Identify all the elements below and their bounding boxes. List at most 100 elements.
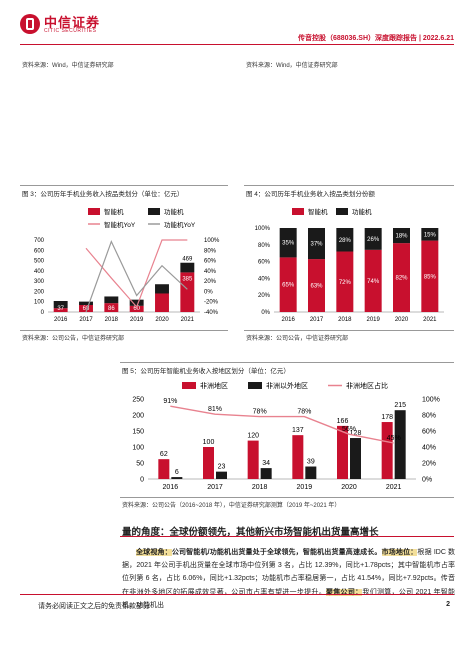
y2-tick-label: -20% [204, 300, 219, 306]
share-label: 81% [208, 406, 222, 413]
y-tick-label: 100 [34, 300, 45, 306]
legend-share: 非洲地区占比 [346, 381, 388, 390]
fig4-caption: 图 4：公司历年手机业务收入按品类划分份额 [246, 191, 375, 198]
y-tick-label: 600 [34, 248, 45, 254]
y-tick-label: 300 [34, 279, 45, 285]
bar-smart-share [364, 249, 382, 312]
bar-smart-share [308, 259, 325, 312]
fig5-bottom-rule [120, 497, 454, 498]
x-tick-label: 2019 [130, 317, 144, 323]
bar-smart-share [421, 240, 439, 312]
y-tick-label: 250 [132, 397, 144, 404]
y2-tick-label: 40% [204, 269, 217, 275]
bar-africa [337, 425, 348, 479]
bar-label-feature: 15% [424, 232, 437, 238]
logo-text: 中信证券 [44, 15, 101, 30]
logo-subtext: CITIC SECURITIES [44, 28, 97, 34]
y-tick-label: 60% [258, 260, 271, 266]
fig5-caption: 图 5：公司历年智能机业务收入按地区划分（单位：亿元） [122, 368, 290, 375]
x-tick-label: 2018 [338, 317, 352, 323]
footer-divider [20, 594, 454, 595]
x-tick-label: 2020 [341, 484, 357, 491]
x-tick-label: 2019 [366, 317, 380, 323]
bar-label-africa: 178 [381, 414, 393, 421]
legend-swatch-feature [148, 208, 160, 215]
y2-tick-label: 20% [422, 461, 436, 468]
bar-label-non-africa: 39 [307, 459, 315, 466]
x-tick-label: 2019 [297, 484, 313, 491]
share-label: 45% [387, 435, 401, 442]
bar-label-africa: 166 [337, 418, 349, 425]
logo-icon [20, 14, 40, 34]
bar-feature-share [336, 228, 354, 252]
x-tick-label: 2016 [281, 317, 295, 323]
y2-tick-label: 60% [422, 429, 436, 436]
y2-tick-label: 60% [204, 259, 217, 265]
legend-swatch-smart [292, 208, 304, 215]
legend-feature-yoy: 功能机YoY [164, 220, 196, 229]
bar-label-smart: 82% [395, 276, 408, 282]
bar-feature-share [393, 228, 410, 244]
bar-label-non-africa: 23 [218, 464, 226, 471]
page-number: 2 [446, 601, 450, 608]
x-tick-label: 2017 [310, 317, 324, 323]
bar-label-feature: 26% [367, 237, 380, 243]
legend-non-africa: 非洲以外地区 [266, 381, 308, 390]
share-label: 78% [253, 409, 267, 416]
legend-feature: 功能机 [352, 207, 372, 216]
fig4-source: 资料来源：公司公告，中信证券研究部 [246, 336, 349, 342]
y2-tick-label: 20% [204, 279, 217, 285]
x-tick-label: 2016 [54, 317, 68, 323]
x-tick-label: 2021 [181, 317, 195, 323]
bar-label-feature: 18% [395, 234, 408, 240]
y2-tick-label: 0% [422, 477, 432, 484]
bar-non-africa [305, 466, 317, 479]
bar-feature-share [364, 228, 382, 250]
bar-label-non-africa: 128 [350, 430, 362, 437]
bar-feature [129, 299, 144, 306]
bar-feature [155, 284, 169, 294]
bar-label-smart: 72% [339, 280, 352, 286]
bar-non-africa [171, 477, 183, 479]
fig3-caption: 图 3：公司历年手机业务收入按品类划分（单位：亿元） [22, 191, 184, 198]
lead-label: 全球视角： [136, 549, 172, 556]
legend-africa: 非洲地区 [200, 381, 228, 390]
bar-smart [104, 303, 119, 312]
bar-feature-share [308, 228, 325, 260]
bar-smart [129, 305, 144, 312]
bar-africa [292, 435, 304, 479]
x-tick-label: 2016 [163, 484, 179, 491]
bar-smart [180, 272, 195, 312]
section-heading-rule [120, 536, 454, 537]
y-tick-label: 0 [140, 477, 144, 484]
bar-label-smart: 74% [367, 279, 380, 285]
lead-bold: 公司智能机/功能机出货量处于全球领先，智能机出货量高速成长。 [171, 549, 382, 556]
x-tick-label: 2020 [395, 317, 409, 323]
y-tick-label: 40% [258, 276, 271, 282]
bar-feature-share [279, 228, 297, 258]
legend-swatch-non-africa [248, 382, 262, 389]
y2-tick-label: 80% [204, 248, 217, 254]
market-label: 市场地位： [381, 549, 418, 556]
legend-feature: 功能机 [164, 207, 184, 216]
x-tick-label: 2020 [155, 317, 169, 323]
bar-africa [381, 422, 393, 479]
volume-label: 聚焦公司： [325, 588, 363, 596]
y2-tick-label: 100% [204, 238, 220, 244]
bar-feature [79, 301, 93, 306]
bar-label-feature: 37% [310, 242, 323, 248]
section-heading: 量的角度：全球份额领先，其他新兴市场智能机出货量高增长 [122, 527, 379, 538]
x-tick-label: 2017 [207, 484, 223, 491]
bar-label-smart: 37 [57, 306, 64, 312]
y2-tick-label: -40% [204, 310, 219, 316]
bar-non-africa [350, 438, 361, 479]
bar-africa [158, 459, 170, 479]
bar-smart [53, 308, 68, 312]
y2-tick-label: 100% [422, 397, 440, 404]
legend-swatch-feature [336, 208, 348, 215]
fig4-top-rule [244, 185, 454, 186]
y-tick-label: 50 [136, 461, 144, 468]
y-tick-label: 150 [132, 429, 144, 436]
legend-swatch-africa [182, 382, 196, 389]
fig3-chart: 智能机 功能机 智能机YoY 功能机YoY 0 100 200 300 400 500 60… [34, 207, 220, 323]
